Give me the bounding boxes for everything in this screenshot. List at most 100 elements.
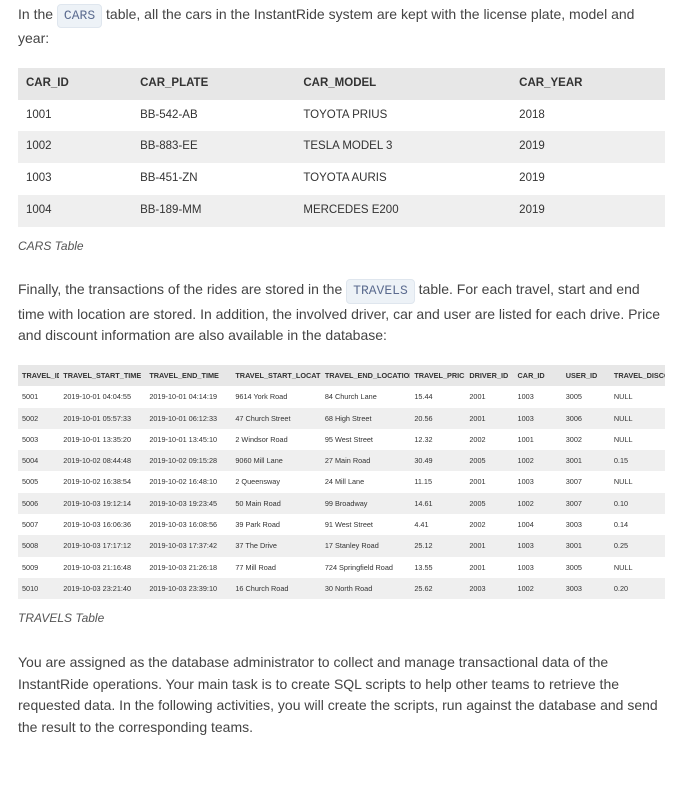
travels-row: 50052019-10-02 16:38:542019-10-02 16:48:… [18,471,665,492]
travels-cell: 2003 [465,578,513,599]
travels-cell: 5009 [18,557,59,578]
travels-cell: 2019-10-01 04:14:19 [145,386,231,407]
travels-cell: 2001 [465,471,513,492]
travels-cell: 0.25 [610,535,665,556]
travels-cell: 2019-10-03 23:39:10 [145,578,231,599]
cars-intro-text-b: table, all the cars in the InstantRide s… [18,6,634,46]
travels-cell: 724 Springfield Road [321,557,410,578]
travels-cell: 5003 [18,429,59,450]
travels-header: TRAVEL_ID [18,365,59,386]
travels-row: 50022019-10-01 05:57:332019-10-01 06:12:… [18,408,665,429]
travels-cell: 25.62 [410,578,465,599]
travels-cell: 9614 York Road [231,386,320,407]
travels-header: TRAVEL_START_LOCATION [231,365,320,386]
travels-cell: 5004 [18,450,59,471]
cars-intro-text-a: In the [18,6,57,22]
assignment-paragraph: You are assigned as the database adminis… [18,652,665,739]
travels-cell: 24 Mill Lane [321,471,410,492]
travels-cell: 5006 [18,493,59,514]
cars-header: CAR_YEAR [511,68,665,100]
travels-cell: 3001 [562,450,610,471]
travels-cell: 5007 [18,514,59,535]
cars-row: 1001BB-542-ABTOYOTA PRIUS2018 [18,100,665,132]
travels-cell: 2019-10-02 16:48:10 [145,471,231,492]
travels-cell: 2019-10-02 16:38:54 [59,471,145,492]
travels-cell: 1002 [514,450,562,471]
travels-cell: 0.15 [610,450,665,471]
travels-cell: 2019-10-03 16:06:36 [59,514,145,535]
travels-cell: 5001 [18,386,59,407]
cars-cell: BB-451-ZN [132,163,295,195]
travels-cell: 2019-10-03 17:37:42 [145,535,231,556]
travels-table-caption: TRAVELS Table [18,609,665,628]
cars-cell: BB-542-AB [132,100,295,132]
travels-cell: 12.32 [410,429,465,450]
travels-cell: 5005 [18,471,59,492]
cars-table-caption: CARS Table [18,237,665,256]
travels-cell: 99 Broadway [321,493,410,514]
travels-cell: 2005 [465,450,513,471]
cars-cell: 2019 [511,195,665,227]
travels-cell: 3001 [562,535,610,556]
travels-cell: 2019-10-03 16:08:56 [145,514,231,535]
travels-cell: 2001 [465,386,513,407]
travels-cell: 3007 [562,471,610,492]
travels-cell: 2019-10-03 23:21:40 [59,578,145,599]
cars-cell: BB-189-MM [132,195,295,227]
travels-cell: 47 Church Street [231,408,320,429]
travels-cell: 1003 [514,557,562,578]
travels-intro-paragraph: Finally, the transactions of the rides a… [18,279,665,347]
travels-row: 50072019-10-03 16:06:362019-10-03 16:08:… [18,514,665,535]
travels-cell: 84 Church Lane [321,386,410,407]
cars-row: 1004BB-189-MMMERCEDES E2002019 [18,195,665,227]
travels-cell: 95 West Street [321,429,410,450]
travels-cell: 2001 [465,408,513,429]
travels-cell: 2 Windsor Road [231,429,320,450]
cars-table: CAR_IDCAR_PLATECAR_MODELCAR_YEAR 1001BB-… [18,68,665,227]
travels-cell: 15.44 [410,386,465,407]
travels-cell: 4.41 [410,514,465,535]
travels-cell: 25.12 [410,535,465,556]
travels-cell: 2019-10-01 06:12:33 [145,408,231,429]
travels-cell: 5002 [18,408,59,429]
travels-cell: 2019-10-02 09:15:28 [145,450,231,471]
travels-cell: 2019-10-03 19:23:45 [145,493,231,514]
travels-cell: 2019-10-02 08:44:48 [59,450,145,471]
travels-cell: 1001 [514,429,562,450]
travels-cell: 1002 [514,493,562,514]
cars-cell: BB-883-EE [132,131,295,163]
travels-cell: NULL [610,429,665,450]
travels-header: USER_ID [562,365,610,386]
cars-cell: 1003 [18,163,132,195]
travels-cell: 1003 [514,535,562,556]
travels-intro-text-a: Finally, the transactions of the rides a… [18,281,346,297]
cars-cell: 2018 [511,100,665,132]
travels-cell: 68 High Street [321,408,410,429]
travels-cell: 1002 [514,578,562,599]
cars-header: CAR_PLATE [132,68,295,100]
travels-cell: 14.61 [410,493,465,514]
travels-row: 50082019-10-03 17:17:122019-10-03 17:37:… [18,535,665,556]
travels-cell: 2001 [465,535,513,556]
travels-header: CAR_ID [514,365,562,386]
travels-header: TRAVEL_PRICE [410,365,465,386]
travels-row: 50062019-10-03 19:12:142019-10-03 19:23:… [18,493,665,514]
travels-cell: 2002 [465,514,513,535]
travels-cell: 2019-10-01 04:04:55 [59,386,145,407]
travels-cell: 30.49 [410,450,465,471]
travels-cell: NULL [610,471,665,492]
travels-header: TRAVEL_END_LOCATION [321,365,410,386]
travels-cell: 1004 [514,514,562,535]
cars-cell: TOYOTA AURIS [295,163,511,195]
travels-cell: 39 Park Road [231,514,320,535]
travels-cell: 17 Stanley Road [321,535,410,556]
travels-row: 50042019-10-02 08:44:482019-10-02 09:15:… [18,450,665,471]
travels-cell: 2019-10-03 21:26:18 [145,557,231,578]
travels-cell: 11.15 [410,471,465,492]
travels-cell: NULL [610,408,665,429]
travels-header: TRAVEL_START_TIME [59,365,145,386]
cars-cell: TESLA MODEL 3 [295,131,511,163]
travels-cell: 5010 [18,578,59,599]
travels-cell: 0.20 [610,578,665,599]
travels-cell: 27 Main Road [321,450,410,471]
